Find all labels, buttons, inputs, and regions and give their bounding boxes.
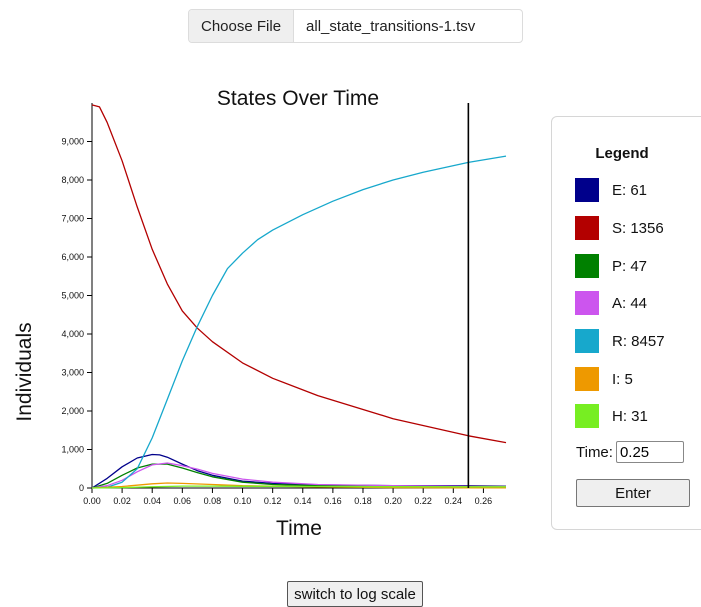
y-tick-label: 3,000 [61,368,84,378]
legend-item-i: I: 5 [575,367,633,391]
series-line-h [91,485,506,489]
switch-log-scale-button[interactable]: switch to log scale [287,581,423,607]
time-label: Time: [576,443,613,461]
x-tick-label: 0.04 [143,496,161,506]
x-tick-label: 0.00 [83,496,101,506]
legend-label-p: P: 47 [612,257,648,275]
x-tick-label: 0.18 [354,496,372,506]
legend-swatch-a [575,291,599,315]
x-axis-label: Time [276,517,322,540]
x-tick-label: 0.02 [113,496,131,506]
series-line-p [91,463,507,489]
x-tick-label: 0.22 [414,496,432,506]
x-tick-label: 0.12 [264,496,282,506]
legend-label-r: R: 8457 [612,332,665,350]
x-tick-label: 0.24 [445,496,463,506]
legend-swatch-r [575,329,599,353]
y-tick-label: 7,000 [61,214,84,224]
legend-item-r: R: 8457 [575,329,665,353]
series-line-i [91,482,506,489]
y-axis-label: Individuals [13,322,36,421]
series-line-s [91,104,507,444]
selected-file-name: all_state_transitions-1.tsv [306,17,476,35]
legend-label-a: A: 44 [612,294,648,312]
y-tick-label: 5,000 [61,291,84,301]
x-tick-label: 0.26 [475,496,493,506]
legend-label-s: S: 1356 [612,219,664,237]
y-tick-label: 9,000 [61,137,84,147]
legend-swatch-e [575,178,599,202]
x-tick-label: 0.20 [384,496,402,506]
axes: 0.00 0.02 0.04 0.06 0.08 0.10 0.12 0.14 0.16 0.18… [61,103,506,506]
x-tick-label: 0.06 [174,496,192,506]
y-tick-label: 4,000 [61,329,84,339]
legend-label-i: I: 5 [612,370,633,388]
time-row: Time: [576,441,684,463]
enter-button[interactable]: Enter [576,479,690,507]
x-tick-label: 0.14 [294,496,312,506]
time-input[interactable] [615,441,684,463]
legend-item-h: H: 31 [575,404,648,428]
file-picker[interactable]: Choose File all_state_transitions-1.tsv [188,9,523,43]
x-tick-label: 0.16 [324,496,342,506]
legend-item-p: P: 47 [575,254,647,278]
states-over-time-chart: States Over Time Individuals Time 0.00 0.… [13,87,507,540]
legend-label-h: H: 31 [612,407,648,425]
x-tick-label: 0.10 [234,496,252,506]
legend-label-e: E: 61 [612,181,648,199]
legend-swatch-s [575,216,599,240]
choose-file-button[interactable]: Choose File [189,10,295,42]
series-line-r [91,155,507,489]
legend-item-s: S: 1356 [575,216,664,240]
series-lines [91,104,507,489]
y-tick-label: 6,000 [61,252,84,262]
legend-swatch-h [575,404,599,428]
y-tick-label: 1,000 [61,445,84,455]
chart-title: States Over Time [217,87,379,110]
legend-swatch-p [575,254,599,278]
legend-panel: Legend E: 61 S: 1356 P: 47 A: 44 R: 8457… [551,116,701,530]
legend-swatch-i [575,367,599,391]
legend-title: Legend [595,145,649,162]
y-tick-label: 2,000 [61,406,84,416]
legend-item-e: E: 61 [575,178,647,202]
legend-item-a: A: 44 [575,291,647,315]
y-tick-label: 8,000 [61,175,84,185]
y-tick-label: 0 [79,483,84,493]
x-tick-label: 0.08 [204,496,222,506]
